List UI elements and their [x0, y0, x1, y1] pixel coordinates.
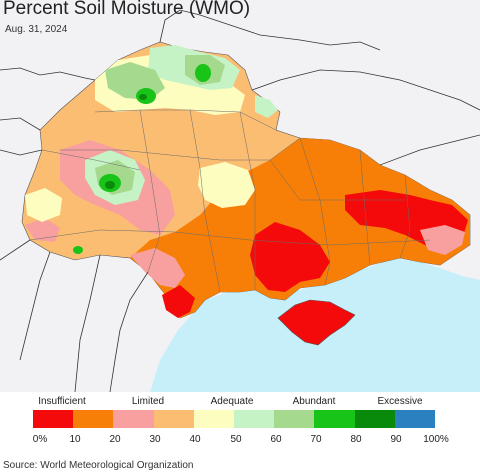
legend-swatch-10-20 — [73, 410, 114, 428]
legend-swatch-90-100 — [394, 410, 436, 428]
legend-swatch-20-30 — [113, 410, 154, 428]
legend-category-abundant: Abundant — [292, 396, 336, 407]
very-wet-spot-west — [105, 181, 115, 189]
legend-tick: 90 — [390, 434, 402, 445]
legend-swatch-70-80 — [314, 410, 355, 428]
moist-northeast — [255, 95, 278, 118]
adequate-west — [25, 188, 62, 222]
legend-tick: 80 — [350, 434, 362, 445]
legend-swatch-0-10 — [33, 410, 74, 428]
legend-category-insufficient: Insufficient — [38, 396, 86, 407]
legend-swatch-60-70 — [274, 410, 315, 428]
adequate-center — [198, 162, 255, 208]
excess-spot-southwest — [73, 246, 83, 254]
map-date: Aug. 31, 2024 — [5, 24, 68, 35]
legend-category-adequate: Adequate — [210, 396, 254, 407]
legend-swatch-50-60 — [234, 410, 275, 428]
crimea — [277, 299, 356, 346]
legend-tick: 100% — [423, 434, 449, 445]
legend-tick: 10 — [69, 434, 81, 445]
legend-tick: 0% — [32, 434, 48, 445]
legend-color-bar — [33, 410, 436, 428]
dry-east-region — [130, 138, 470, 318]
legend-category-excessive: Excessive — [377, 396, 423, 407]
limited-east-edge — [420, 225, 465, 255]
legend-tick: 60 — [270, 434, 282, 445]
source-credit: Source: World Meteorological Organizatio… — [3, 460, 194, 471]
legend-tick: 50 — [230, 434, 242, 445]
legend-swatch-30-40 — [153, 410, 194, 428]
legend-tick: 20 — [109, 434, 121, 445]
legend-category-limited: Limited — [131, 396, 165, 407]
legend-tick: 30 — [149, 434, 161, 445]
legend-swatch-40-50 — [193, 410, 235, 428]
country-borders — [0, 9, 480, 393]
very-wet-spot-north — [139, 94, 147, 100]
admin-borders — [29, 109, 431, 293]
insufficient-southwest — [162, 285, 195, 318]
limited-west-edge — [25, 218, 60, 242]
excess-spot-northeast — [195, 64, 211, 82]
legend-swatch-80-90 — [354, 410, 395, 428]
legend-tick: 70 — [310, 434, 322, 445]
limited-southwest — [130, 248, 185, 288]
map-title: Percent Soil Moisture (WMO) — [3, 0, 251, 19]
legend-tick: 40 — [189, 434, 201, 445]
insufficient-south — [250, 222, 330, 292]
